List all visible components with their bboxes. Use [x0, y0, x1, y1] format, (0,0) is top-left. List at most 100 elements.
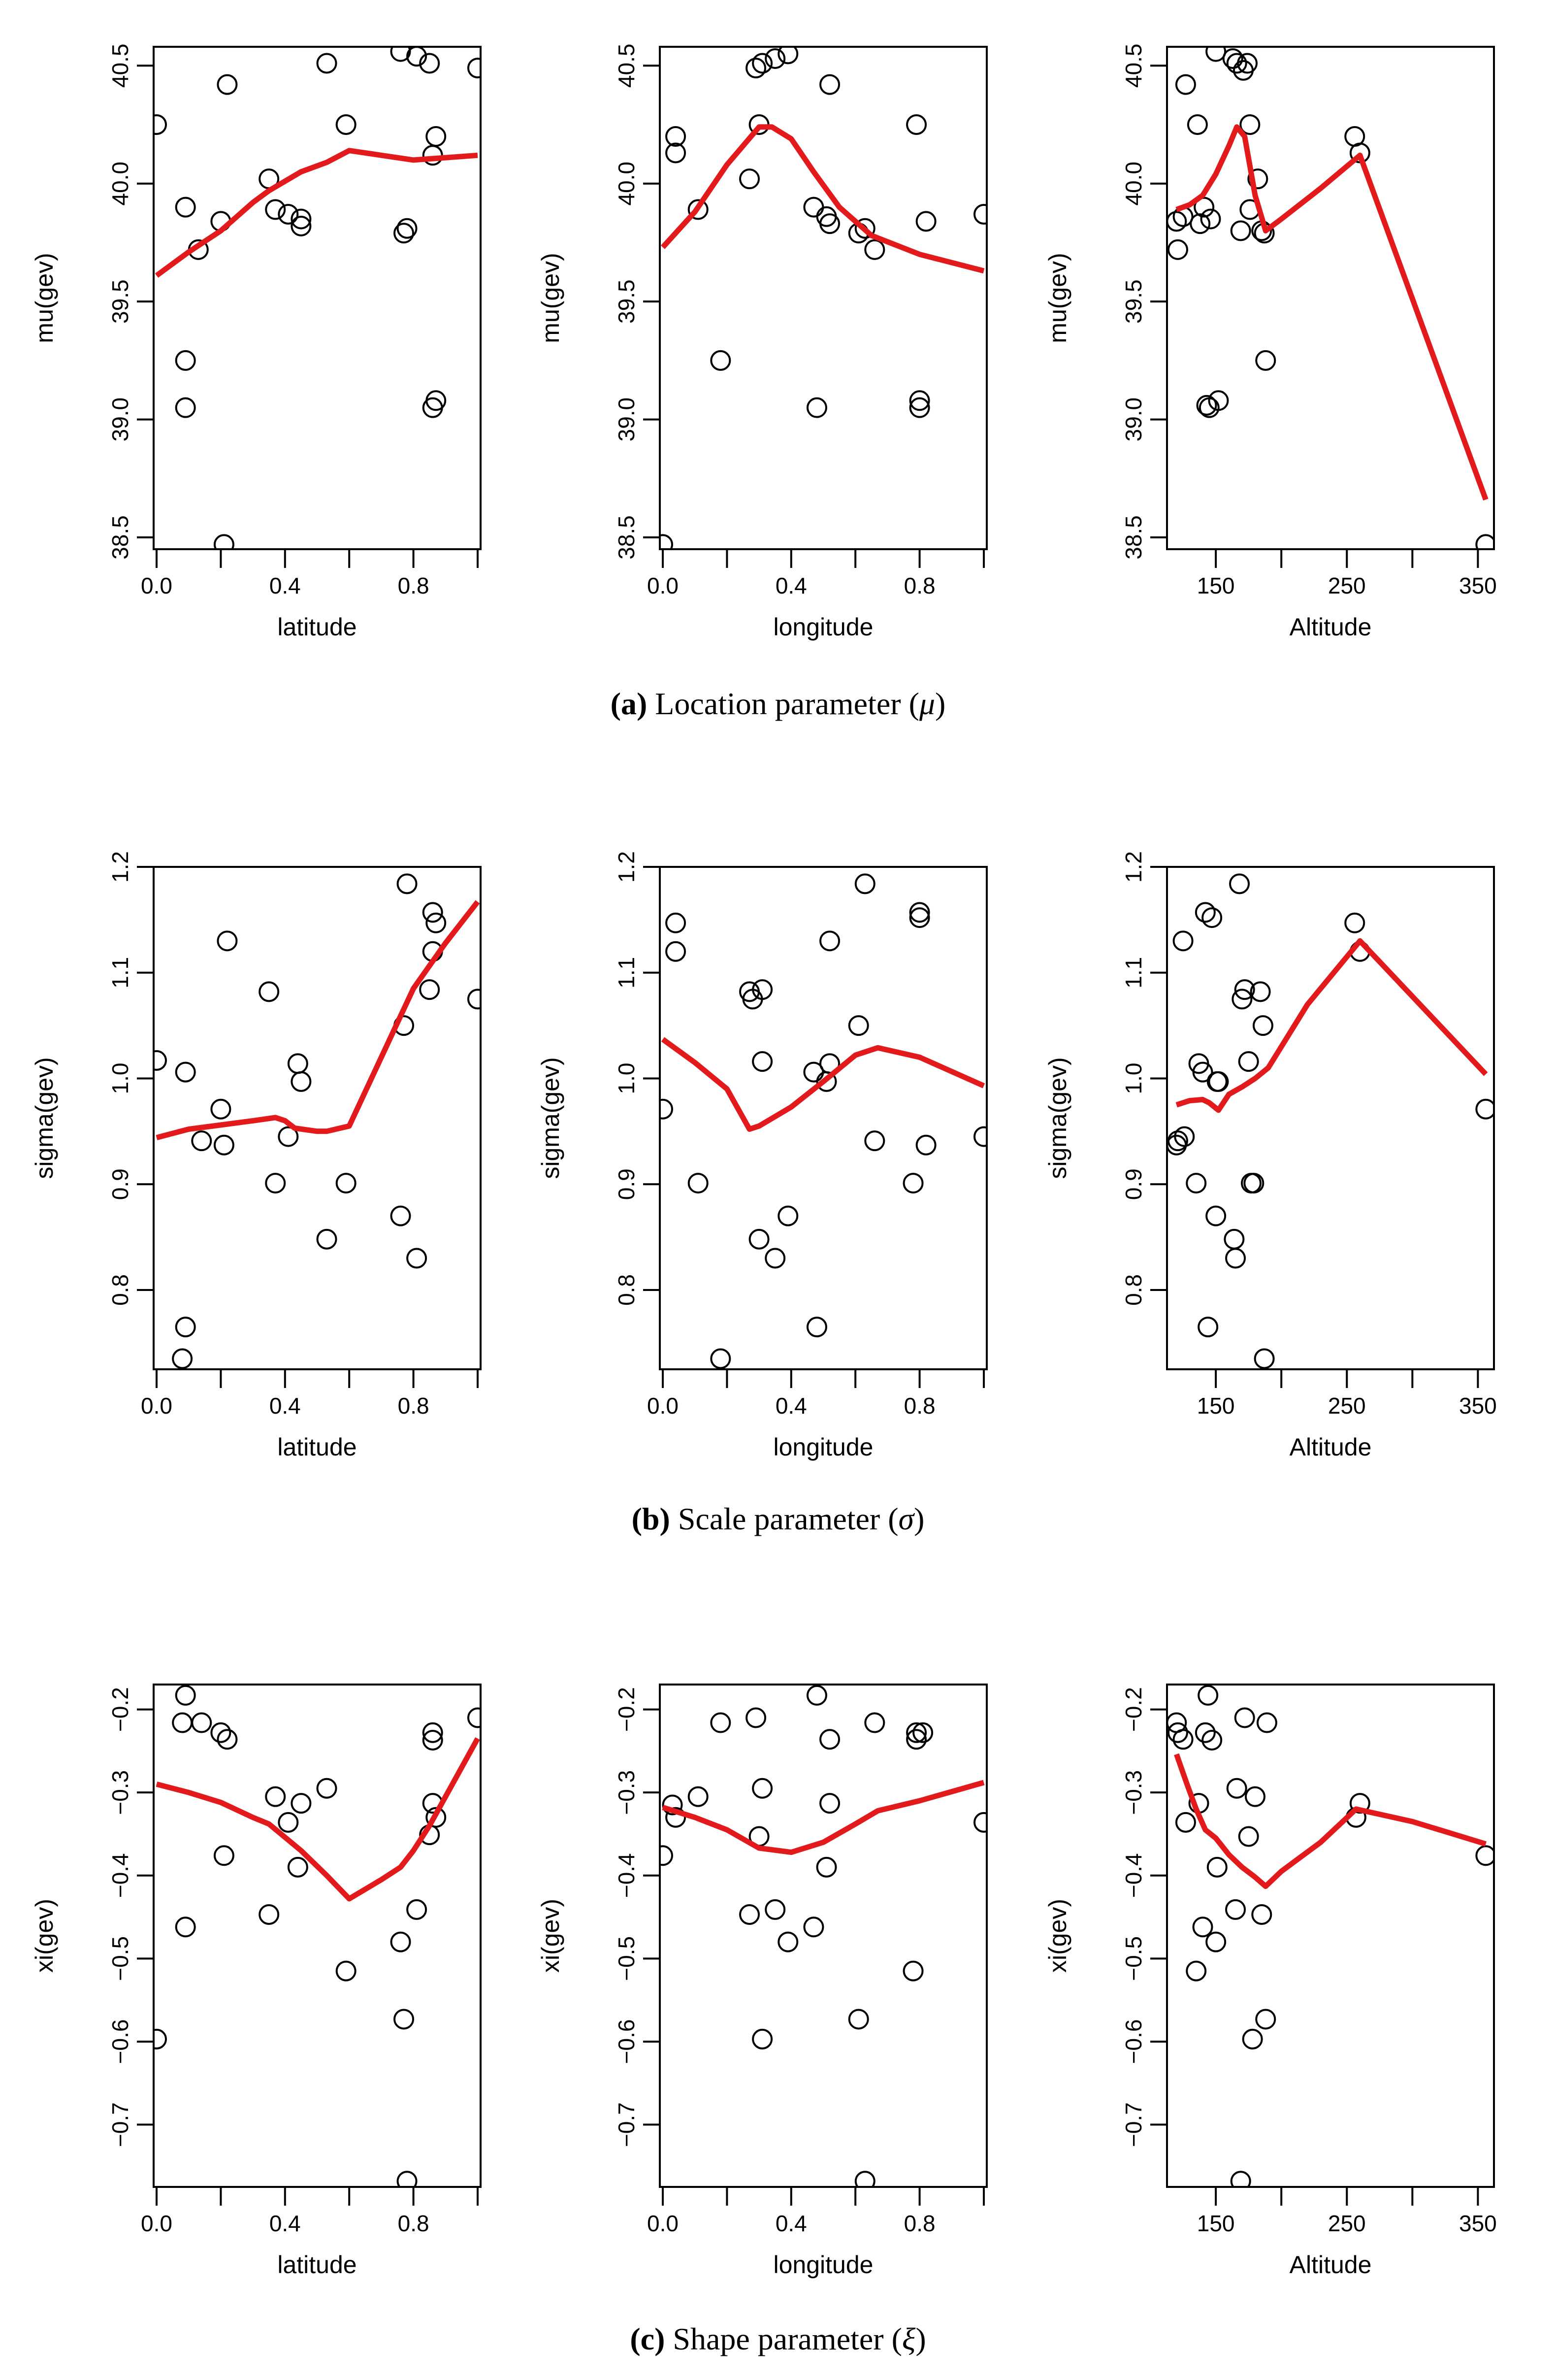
y-tick-label: 1.2 [107, 851, 133, 883]
x-axis-label: latitude [277, 2251, 357, 2279]
data-point [806, 397, 827, 418]
y-tick-label: 39.0 [614, 397, 639, 442]
plot-frame [153, 866, 482, 1370]
fit-line [1175, 938, 1488, 1113]
data-point [906, 1722, 927, 1743]
data-point [912, 1722, 934, 1743]
y-tick-label: 1.0 [614, 1062, 639, 1094]
x-tick-label: 350 [1459, 2211, 1497, 2236]
data-point [291, 1071, 312, 1092]
data-point [316, 1778, 337, 1799]
data-point [1224, 1228, 1245, 1250]
data-point [393, 2009, 415, 2030]
y-tick-label: 40.0 [1121, 162, 1146, 206]
x-tick-label: 0.4 [269, 2211, 301, 2236]
fit-line [156, 1737, 480, 1902]
data-point [1172, 930, 1194, 952]
data-point [1234, 1707, 1255, 1728]
data-point [1167, 211, 1187, 232]
data-point [390, 1205, 411, 1226]
data-point [806, 1317, 827, 1338]
data-point [1175, 74, 1196, 95]
data-point [278, 1812, 299, 1833]
data-point [973, 1126, 987, 1147]
data-point [210, 1098, 231, 1120]
data-point [864, 1130, 885, 1152]
x-tick-label: 0.0 [647, 1393, 679, 1419]
data-point [154, 2028, 167, 2049]
data-point [191, 1130, 212, 1152]
data-point [335, 1960, 357, 1982]
y-tick-label: −0.7 [614, 2102, 639, 2147]
fit-line [661, 1037, 985, 1132]
y-tick-label: 0.9 [1121, 1168, 1146, 1200]
data-point [419, 53, 440, 74]
x-tick-label: 350 [1459, 573, 1497, 598]
data-point [687, 199, 709, 220]
data-point [1226, 53, 1247, 74]
data-point [1200, 208, 1221, 230]
data-point [1192, 1917, 1213, 1938]
data-point [687, 1173, 709, 1194]
y-tick-label: 40.0 [107, 162, 133, 206]
y-tick-label: 40.5 [614, 44, 639, 88]
data-point [909, 397, 930, 418]
data-point [819, 74, 841, 95]
data-point [1167, 1130, 1188, 1152]
y-tick-label: −0.2 [1121, 1687, 1146, 1732]
data-point [1230, 2171, 1251, 2187]
data-point [425, 912, 447, 933]
x-tick-label: 0.8 [904, 2211, 936, 2236]
data-points [660, 873, 987, 1369]
data-point [406, 1899, 427, 1920]
data-point [1225, 1899, 1246, 1920]
fit-line [1175, 124, 1489, 501]
data-point [778, 1931, 799, 1952]
data-point [1174, 1126, 1195, 1147]
x-axis-label: Altitude [1290, 2251, 1372, 2279]
data-point [906, 1729, 927, 1750]
data-point [422, 1722, 443, 1743]
data-point [687, 1786, 709, 1807]
data-point [1190, 213, 1211, 234]
y-tick-label: 0.8 [1121, 1274, 1146, 1306]
y-tick-label: 40.5 [107, 44, 133, 88]
data-point [752, 53, 773, 74]
caption-c-symbol: ξ [902, 2321, 916, 2356]
data-point [175, 1317, 196, 1338]
data-points [1167, 47, 1494, 549]
data-point [1344, 912, 1365, 933]
data-point [1252, 1015, 1273, 1036]
data-point [1195, 1722, 1216, 1743]
data-point [1226, 1778, 1247, 1799]
plot-frame [659, 46, 988, 550]
y-tick-label: −0.4 [107, 1853, 133, 1898]
x-tick-label: 0.8 [904, 573, 936, 598]
y-tick-label: 0.8 [107, 1274, 133, 1306]
data-point [406, 47, 427, 67]
data-point [909, 390, 930, 411]
data-point [154, 114, 167, 135]
data-points [1167, 873, 1494, 1369]
data-point [909, 907, 930, 928]
data-point [915, 1134, 937, 1156]
caption-a-text: Location parameter ( [655, 686, 919, 721]
data-point [1254, 1348, 1275, 1369]
caption-c-close: ) [915, 2321, 926, 2356]
data-point [1186, 1960, 1207, 1982]
chart-panel-2: 0.0 0.4 0.8 38.5 39.0 39.5 40.0 40.5 longitude mu… [537, 44, 988, 641]
data-point [665, 126, 686, 147]
data-point [854, 218, 875, 239]
data-point [265, 199, 286, 220]
data-point [1201, 907, 1223, 928]
x-tick-label: 0.0 [141, 2211, 172, 2236]
y-axis-label: sigma(gev) [537, 1057, 564, 1179]
data-point [467, 58, 481, 79]
data-point [291, 215, 312, 236]
data-point [217, 1729, 238, 1750]
data-point [1242, 2028, 1263, 2049]
data-point [265, 1173, 286, 1194]
y-tick-label: 1.0 [107, 1062, 133, 1094]
data-point [172, 1712, 193, 1733]
data-point [1172, 1729, 1194, 1750]
